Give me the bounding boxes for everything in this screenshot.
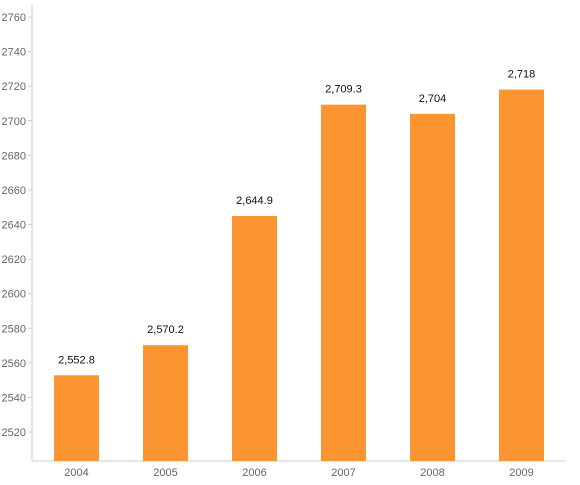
data-label-2007: 2,709.3 — [325, 84, 362, 96]
y-tick-label: 2520 — [2, 427, 26, 439]
y-tick-label: 2600 — [2, 289, 26, 301]
y-tick-label: 2640 — [2, 220, 26, 232]
bar-2008[interactable] — [410, 113, 455, 461]
bar-2004[interactable] — [54, 375, 99, 461]
y-tick-label: 2700 — [2, 116, 26, 128]
data-label-2009: 2,718 — [508, 69, 536, 81]
data-label-2005: 2,570.2 — [147, 324, 184, 336]
y-tick-label: 2660 — [2, 185, 26, 197]
y-tick-label: 2560 — [2, 358, 26, 370]
data-labels: 2,552.8 2,570.2 2,644.9 2,709.3 2,704 2,718 — [58, 69, 535, 367]
x-tick-label-2006: 2006 — [242, 467, 266, 479]
y-tick-label: 2740 — [2, 47, 26, 59]
x-tick-label-2009: 2009 — [509, 467, 533, 479]
x-axis-ticks: 2004 2005 2006 2007 2008 2009 — [64, 467, 533, 479]
x-tick-label-2005: 2005 — [153, 467, 177, 479]
y-tick-label: 2720 — [2, 81, 26, 93]
bar-2006[interactable] — [232, 216, 277, 461]
y-tick-label: 2680 — [2, 150, 26, 162]
y-tick-label: 2760 — [2, 12, 26, 24]
y-tick-label: 2580 — [2, 323, 26, 335]
bar-2005[interactable] — [143, 345, 188, 461]
bar-2009[interactable] — [499, 89, 544, 461]
y-axis-ticks: 2520 2540 2560 2580 2600 2620 2640 2660 2680 2700… — [2, 12, 32, 439]
y-tick-label: 2540 — [2, 392, 26, 404]
data-label-2004: 2,552.8 — [58, 354, 95, 366]
bar-series — [54, 89, 544, 461]
x-tick-label-2008: 2008 — [420, 467, 444, 479]
bar-2007[interactable] — [321, 104, 366, 461]
x-tick-label-2007: 2007 — [331, 467, 355, 479]
x-tick-label-2004: 2004 — [64, 467, 88, 479]
y-tick-label: 2620 — [2, 254, 26, 266]
data-label-2008: 2,704 — [419, 93, 447, 105]
data-label-2006: 2,644.9 — [236, 195, 273, 207]
